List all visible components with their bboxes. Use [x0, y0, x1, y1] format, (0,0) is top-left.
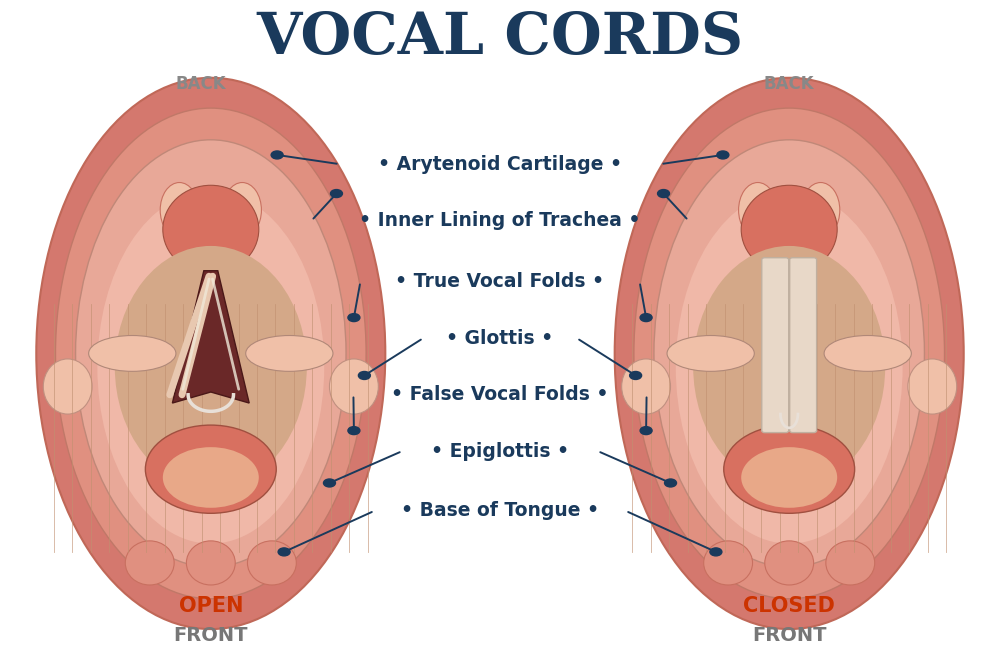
Circle shape — [630, 372, 642, 380]
Ellipse shape — [163, 447, 259, 508]
Ellipse shape — [55, 108, 366, 599]
Circle shape — [271, 151, 283, 159]
Circle shape — [330, 189, 342, 197]
Ellipse shape — [634, 108, 945, 599]
Circle shape — [640, 313, 652, 321]
Text: • Base of Tongue •: • Base of Tongue • — [401, 502, 599, 520]
Text: • Arytenoid Cartilage •: • Arytenoid Cartilage • — [378, 155, 622, 173]
Ellipse shape — [801, 183, 840, 237]
Ellipse shape — [615, 78, 964, 629]
Circle shape — [323, 479, 335, 487]
Circle shape — [717, 151, 729, 159]
Circle shape — [278, 548, 290, 556]
Text: • False Vocal Folds •: • False Vocal Folds • — [391, 385, 609, 404]
Circle shape — [358, 372, 370, 380]
Circle shape — [348, 427, 360, 435]
Ellipse shape — [741, 447, 837, 508]
Ellipse shape — [739, 183, 777, 237]
Text: BACK: BACK — [764, 75, 815, 93]
Text: FRONT: FRONT — [174, 626, 248, 645]
Ellipse shape — [765, 541, 814, 585]
Ellipse shape — [163, 185, 259, 273]
Text: • Glottis •: • Glottis • — [446, 329, 554, 348]
FancyBboxPatch shape — [790, 257, 817, 433]
Ellipse shape — [186, 541, 235, 585]
Ellipse shape — [246, 336, 333, 372]
Ellipse shape — [654, 140, 924, 567]
Text: FRONT: FRONT — [752, 626, 826, 645]
Ellipse shape — [824, 336, 911, 372]
Circle shape — [665, 479, 677, 487]
Ellipse shape — [704, 541, 753, 585]
Circle shape — [348, 313, 360, 321]
Text: CLOSED: CLOSED — [743, 596, 835, 616]
Ellipse shape — [76, 140, 346, 567]
Polygon shape — [172, 271, 249, 403]
Ellipse shape — [693, 246, 885, 488]
Ellipse shape — [125, 541, 174, 585]
Ellipse shape — [145, 425, 276, 514]
Ellipse shape — [741, 185, 837, 273]
Ellipse shape — [160, 183, 199, 237]
Ellipse shape — [247, 541, 296, 585]
Ellipse shape — [97, 191, 324, 544]
Text: VOCAL CORDS: VOCAL CORDS — [256, 10, 744, 66]
Text: • Epiglottis •: • Epiglottis • — [431, 442, 569, 461]
Ellipse shape — [724, 425, 855, 514]
Ellipse shape — [826, 541, 875, 585]
Ellipse shape — [676, 191, 903, 544]
Text: • Inner Lining of Trachea •: • Inner Lining of Trachea • — [359, 211, 641, 230]
Ellipse shape — [89, 336, 176, 372]
Ellipse shape — [115, 246, 307, 488]
Ellipse shape — [667, 336, 754, 372]
Circle shape — [640, 427, 652, 435]
Text: OPEN: OPEN — [179, 596, 243, 616]
Ellipse shape — [36, 78, 385, 629]
Circle shape — [710, 548, 722, 556]
Ellipse shape — [908, 359, 957, 414]
Text: BACK: BACK — [176, 75, 226, 93]
Ellipse shape — [622, 359, 671, 414]
FancyBboxPatch shape — [762, 257, 789, 433]
Ellipse shape — [223, 183, 261, 237]
Ellipse shape — [329, 359, 378, 414]
Circle shape — [658, 189, 670, 197]
Text: • True Vocal Folds •: • True Vocal Folds • — [395, 272, 605, 291]
Ellipse shape — [43, 359, 92, 414]
